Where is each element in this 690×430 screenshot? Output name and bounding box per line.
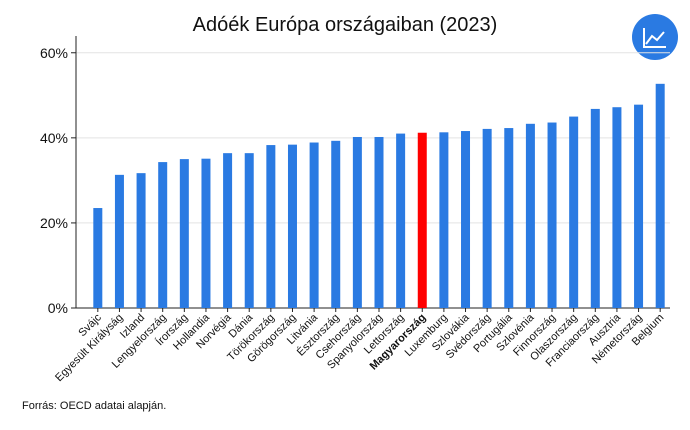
y-tick-label: 20% [40, 215, 68, 231]
bar-svájc [93, 208, 103, 308]
bar-ausztria [612, 107, 622, 308]
y-tick-label: 60% [40, 45, 68, 61]
bar-series [93, 83, 665, 309]
bar-dánia [244, 153, 254, 308]
bar-írország [179, 159, 189, 308]
source-note: Forrás: OECD adatai alapján. [22, 400, 167, 412]
bar-szlovénia [525, 123, 535, 308]
bar-izland [136, 173, 146, 308]
bar-görögország [287, 144, 297, 308]
bar-svédország [482, 128, 492, 308]
bar-luxemburg [439, 132, 449, 308]
bar-norvégia [223, 153, 233, 308]
bar-németország [634, 104, 644, 309]
bar-törökország [266, 145, 276, 308]
bar-belgium [655, 83, 665, 308]
bar-lettország [396, 133, 406, 308]
chart-title: Adóék Európa országaiban (2023) [192, 14, 498, 36]
bar-finnország [547, 122, 557, 309]
bar-olaszország [569, 116, 579, 308]
bar-magyarország [417, 132, 427, 308]
y-tick-label: 0% [48, 300, 68, 316]
y-tick-label: 40% [40, 130, 68, 146]
bar-litvánia [309, 142, 319, 308]
bar-portugália [504, 128, 514, 308]
bar-szlovákia [461, 131, 471, 308]
bar-lengyelország [158, 162, 168, 308]
bar-egyesült-királyság [114, 174, 124, 308]
bar-észtország [331, 140, 341, 308]
chart-line-up-icon [632, 14, 678, 60]
bar-franciaország [590, 108, 600, 309]
y-tick-labels: 0% 20% 40% 60% [40, 45, 68, 316]
bar-csehország [352, 136, 362, 308]
bar-hollandia [201, 158, 211, 308]
bar-spanyolország [374, 136, 384, 308]
